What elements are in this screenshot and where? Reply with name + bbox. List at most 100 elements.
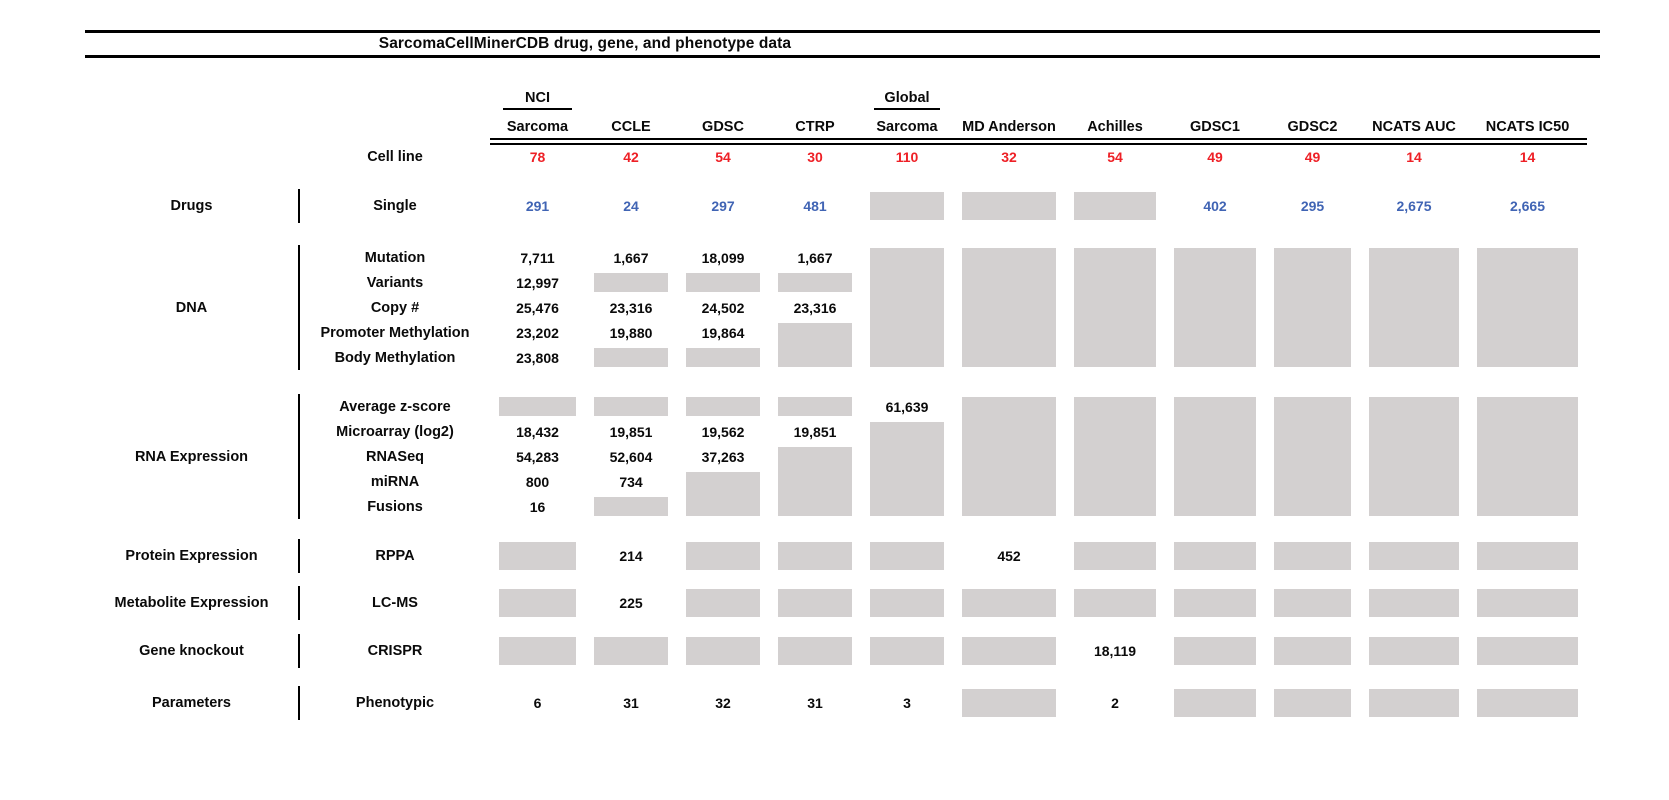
column-header-top: NCI [503, 90, 572, 110]
no-data-box [594, 497, 668, 516]
no-data-box [1369, 248, 1459, 367]
column-header: GDSC2 [1287, 119, 1338, 136]
no-data-box [686, 273, 760, 292]
no-data-box [1369, 542, 1459, 570]
no-data-box [1477, 248, 1578, 367]
value-cell: 23,316 [793, 299, 837, 316]
value-cell: 32 [715, 695, 731, 711]
value-cell: 6 [533, 695, 542, 711]
no-data-box [1174, 542, 1256, 570]
value-cell: 225 [619, 595, 643, 611]
row-label: Microarray (log2) [336, 423, 454, 440]
no-data-box [1074, 192, 1156, 220]
value-cell: 23,316 [609, 299, 653, 316]
no-data-box [1074, 542, 1156, 570]
column-header: MD Anderson [962, 119, 1056, 136]
figure-page: SarcomaCellMinerCDB drug, gene, and phen… [85, 30, 1600, 720]
no-data-box [962, 192, 1056, 220]
section-drugs: Drugs Single 291 24 297 481 402 295 2,675 2,665 [85, 189, 1600, 223]
category-label: Protein Expression [85, 539, 300, 573]
no-data-box [686, 397, 760, 416]
value-cell: 402 [1203, 198, 1227, 214]
row-label: Mutation [364, 249, 426, 266]
no-data-box [1369, 689, 1459, 717]
value-cell: 37,263 [701, 448, 745, 465]
value-cell: 734 [619, 473, 643, 490]
no-data-box [962, 689, 1056, 717]
column-header: GDSC1 [1190, 119, 1240, 136]
no-data-box [962, 397, 1056, 516]
category-label: Parameters [85, 686, 300, 720]
value-cell: 12,997 [516, 274, 559, 291]
value-cell: 19,562 [701, 423, 745, 440]
section-gene-knockout: Gene knockout CRISPR 18,119 [85, 634, 1600, 668]
value-cell: 19,880 [609, 324, 653, 341]
value-cell: 3 [903, 695, 911, 711]
value-cell: 800 [525, 473, 550, 490]
cell-line-count: 14 [1406, 149, 1422, 165]
value-cell: 19,864 [701, 324, 745, 341]
column-header: GDSC [702, 119, 744, 136]
cell-line-count: 78 [529, 149, 546, 165]
value-cell: 18,099 [701, 249, 745, 266]
row-label: CRISPR [367, 643, 423, 659]
value-cell: 7,711 [520, 249, 555, 266]
value-cell: 214 [619, 548, 643, 564]
column-header: CCLE [611, 119, 651, 136]
category-label: DNA [85, 245, 300, 370]
row-label: Variants [366, 274, 424, 291]
category-label: Metabolite Expression [85, 586, 300, 620]
no-data-box [778, 637, 852, 665]
category-label: Drugs [85, 189, 300, 223]
value-cell: 18,432 [516, 423, 559, 440]
value-cell: 2,665 [1509, 198, 1546, 214]
no-data-box [499, 397, 576, 416]
value-cell: 2,675 [1396, 198, 1432, 214]
section-protein-expression: Protein Expression RPPA 214 452 [85, 539, 1600, 573]
row-label: Copy # [370, 299, 420, 316]
column-header: NCATS AUC [1372, 119, 1456, 136]
section-metabolite-expression: Metabolite Expression LC-MS 225 [85, 586, 1600, 620]
no-data-box [870, 192, 944, 220]
cell-line-count: 110 [895, 149, 919, 165]
no-data-box [686, 542, 760, 570]
row-label: Body Methylation [334, 349, 456, 366]
value-cell: 24 [623, 198, 639, 214]
row-label: RNASeq [365, 448, 424, 465]
value-cell: 23,202 [516, 324, 559, 341]
no-data-box [1174, 637, 1256, 665]
no-data-box [594, 273, 668, 292]
column-header: Sarcoma [876, 119, 938, 136]
value-cell: 297 [711, 198, 735, 214]
no-data-box [686, 589, 760, 617]
no-data-box [594, 397, 668, 416]
value-cell: 19,851 [793, 423, 837, 440]
value-cell: 31 [807, 695, 823, 711]
no-data-box [1174, 248, 1256, 367]
no-data-box [1174, 397, 1256, 516]
no-data-box [778, 542, 852, 570]
value-cell: 25,476 [516, 299, 559, 316]
no-data-box [686, 348, 760, 367]
category-label: RNA Expression [85, 394, 300, 519]
value-cell: 291 [525, 198, 550, 214]
value-cell: 52,604 [609, 448, 653, 465]
section-parameters: Parameters Phenotypic 6 31 32 31 3 2 [85, 686, 1600, 720]
no-data-box [1477, 589, 1578, 617]
value-cell: 19,851 [609, 423, 653, 440]
section-rna-expression: RNA Expression Average z-score 61,639 Micro… [85, 394, 1600, 519]
value-cell: 23,808 [516, 349, 559, 366]
no-data-box [870, 542, 944, 570]
value-cell: 24,502 [701, 299, 745, 316]
value-cell: 1,667 [613, 249, 649, 266]
cell-line-count: 49 [1304, 149, 1321, 165]
row-label: Phenotypic [355, 695, 435, 711]
no-data-box [1369, 397, 1459, 516]
section-dna: DNA Mutation 7,711 1,667 18,099 1,667 Variants… [85, 245, 1600, 370]
no-data-box [1174, 589, 1256, 617]
no-data-box [1074, 589, 1156, 617]
no-data-box [1477, 397, 1578, 516]
no-data-box [1074, 397, 1156, 516]
row-label: Average z-score [339, 398, 451, 415]
no-data-box [686, 637, 760, 665]
